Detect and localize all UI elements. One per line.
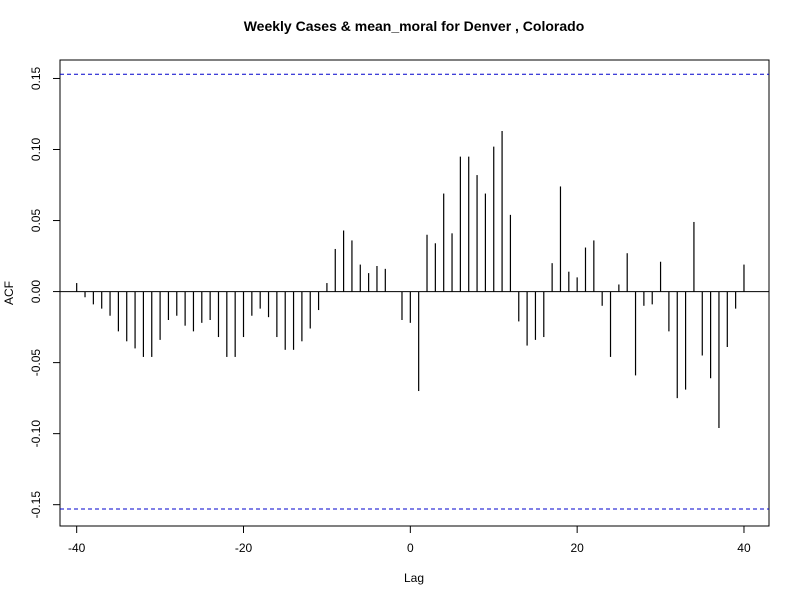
y-axis-label: ACF	[2, 281, 16, 305]
plot-frame	[59, 59, 770, 527]
y-axis: -0.15 -0.10 -0.05 0.00 0.05 0.10 0.15	[29, 66, 60, 518]
x-tick-label: 40	[737, 541, 751, 555]
y-tick-label: 0.10	[29, 138, 43, 162]
y-tick-label: -0.10	[29, 420, 43, 448]
y-tick-label: -0.15	[29, 491, 43, 519]
x-tick-label: -20	[235, 541, 253, 555]
x-axis-label: Lag	[404, 571, 424, 585]
confidence-bounds	[60, 73, 769, 510]
x-tick-label: 0	[407, 541, 414, 555]
x-tick-label: 20	[570, 541, 584, 555]
y-tick-label: 0.05	[29, 209, 43, 233]
y-tick-label: 0.00	[29, 280, 43, 304]
chart-title: Weekly Cases & mean_moral for Denver , C…	[244, 18, 585, 34]
x-axis: -40 -20 0 20 40	[68, 526, 751, 555]
x-tick-label: -40	[68, 541, 86, 555]
y-tick-label: 0.15	[29, 66, 43, 90]
acf-bars	[76, 131, 745, 428]
y-tick-label: -0.05	[29, 349, 43, 377]
